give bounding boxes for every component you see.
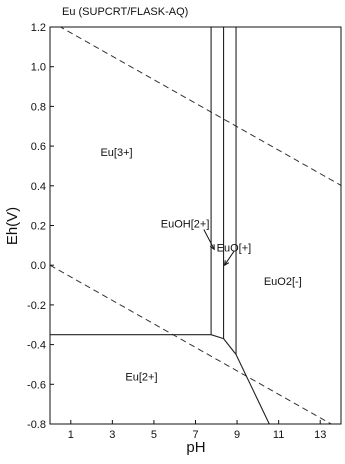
diagram-title: Eu (SUPCRT/FLASK-AQ) [62,6,188,18]
x-axis-title: pH [186,439,205,456]
field-boundary-5 [210,334,224,340]
y-tick-label: 0.2 [31,221,46,233]
y-tick-label: 0.6 [31,141,46,153]
field-label: Eu[3+] [100,147,132,159]
field-label: EuO[+] [217,242,252,254]
x-tick-label: 13 [314,429,326,441]
y-axis-title: Eh(V) [4,207,21,245]
x-tick-label: 3 [109,429,115,441]
x-tick-label: 9 [234,429,240,441]
field-label: Eu[2+] [125,371,157,383]
y-tick-label: -0.6 [27,379,46,391]
water-stability-line-2 [50,264,333,424]
y-tick-label: -0.4 [27,340,46,352]
field-boundary-7 [235,354,270,425]
label-pointer-arrowhead [209,244,215,251]
plot-area: 1 3 5 7 9 11 131.21.00.80.60.40.20.0-0.2-0.4-0… [27,22,342,441]
field-label: EuO2[-] [264,276,302,288]
label-pointer-arrow [224,251,235,266]
label-pointer-arrowhead [223,260,230,267]
y-tick-label: 0.4 [31,181,46,193]
x-tick-label: 1 [68,429,74,441]
y-tick-label: 1.0 [31,62,46,74]
y-tick-label: 1.2 [31,22,46,34]
y-tick-label: 0.8 [31,101,46,113]
water-stability-line-1 [59,27,341,186]
y-tick-label: -0.2 [27,300,46,312]
x-tick-label: 11 [273,429,284,441]
y-tick-label: -0.8 [27,419,46,431]
x-tick-label: 5 [151,429,157,441]
field-label: EuOH[2+] [161,218,210,230]
label-pointer-arrow [203,229,215,250]
x-tick-label: 7 [192,429,198,441]
field-boundary-6 [223,338,237,355]
y-tick-label: 0.0 [31,260,46,272]
